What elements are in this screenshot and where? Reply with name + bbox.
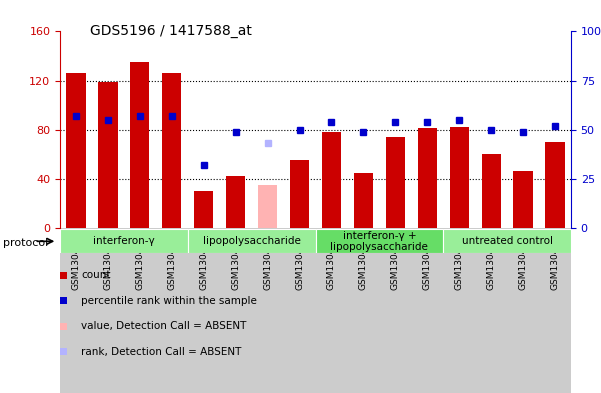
Text: protocol: protocol [3, 238, 48, 248]
Bar [443, 229, 571, 253]
Bar [354, 173, 373, 228]
Bar [316, 229, 443, 253]
Bar [322, 132, 341, 228]
Bar [162, 73, 182, 228]
Bar [507, 228, 539, 393]
Bar [411, 228, 443, 393]
Bar [443, 228, 475, 393]
Bar [450, 127, 469, 228]
Bar [194, 191, 213, 228]
Bar [188, 228, 220, 393]
Bar [475, 228, 507, 393]
Bar [513, 171, 532, 228]
Bar [481, 154, 501, 228]
Bar [130, 62, 150, 228]
Text: interferon-γ: interferon-γ [93, 236, 155, 246]
Bar [386, 137, 405, 228]
Bar [539, 228, 571, 393]
Bar [220, 228, 252, 393]
Bar [226, 176, 245, 228]
Bar [124, 228, 156, 393]
Bar [188, 229, 316, 253]
Bar [99, 82, 118, 228]
Text: value, Detection Call = ABSENT: value, Detection Call = ABSENT [81, 321, 246, 331]
Bar [60, 228, 92, 393]
Bar [418, 129, 437, 228]
Bar [290, 160, 309, 228]
Text: percentile rank within the sample: percentile rank within the sample [81, 296, 257, 306]
Bar [92, 228, 124, 393]
Bar [258, 185, 277, 228]
Text: untreated control: untreated control [462, 236, 552, 246]
Text: rank, Detection Call = ABSENT: rank, Detection Call = ABSENT [81, 347, 242, 357]
Bar [284, 228, 316, 393]
Bar [545, 142, 564, 228]
Text: GDS5196 / 1417588_at: GDS5196 / 1417588_at [90, 24, 252, 38]
Bar [316, 228, 347, 393]
Bar [347, 228, 379, 393]
Bar [67, 73, 86, 228]
Bar [156, 228, 188, 393]
Text: lipopolysaccharide: lipopolysaccharide [203, 236, 300, 246]
Text: count: count [81, 270, 111, 280]
Text: interferon-γ +
lipopolysaccharide: interferon-γ + lipopolysaccharide [331, 231, 429, 252]
Bar [379, 228, 411, 393]
Bar [60, 229, 188, 253]
Bar [252, 228, 284, 393]
